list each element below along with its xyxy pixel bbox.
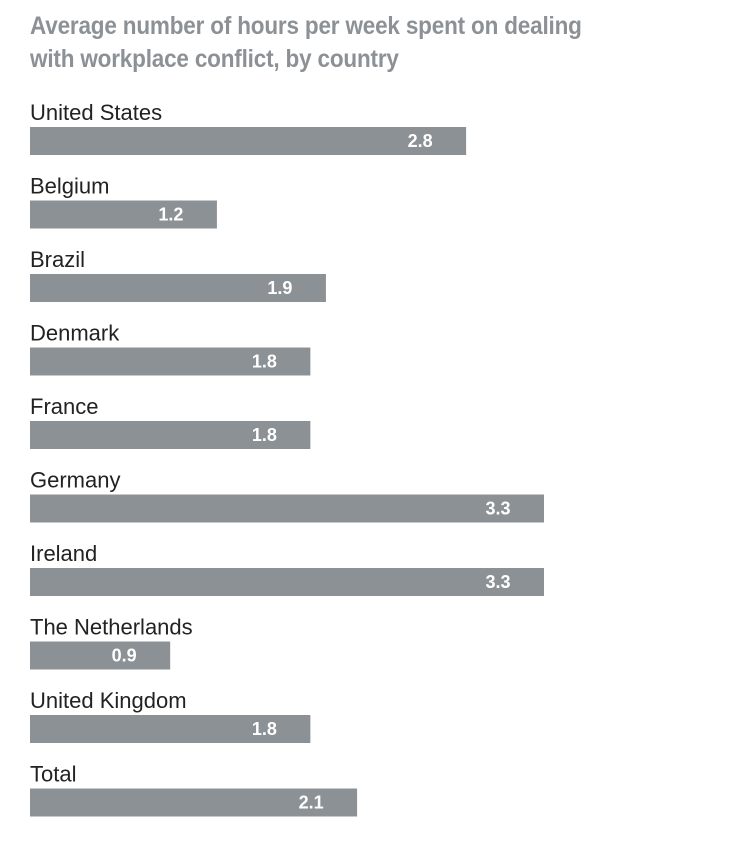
bar-value-label: 1.8 <box>252 425 277 445</box>
bar-chart-svg: United States 2.8 Belgium 1.2 Brazil 1.9 Denma… <box>30 100 544 817</box>
bar-value-label: 2.8 <box>408 131 433 151</box>
category-label: Brazil <box>30 247 85 272</box>
bar <box>30 274 326 302</box>
bar <box>30 127 467 155</box>
bar-value-label: 1.8 <box>252 352 277 372</box>
category-label: United States <box>30 100 162 125</box>
bar <box>30 494 544 523</box>
bar-value-label: 3.3 <box>485 572 510 592</box>
category-label: Denmark <box>30 321 120 346</box>
chart-title: Average number of hours per week spent o… <box>30 12 582 73</box>
chart: Average number of hours per week spent o… <box>30 10 730 830</box>
bar <box>30 788 358 817</box>
category-label: Germany <box>30 468 120 493</box>
bar-value-label: 1.2 <box>158 205 183 225</box>
bar <box>30 641 171 670</box>
category-label: The Netherlands <box>30 615 193 640</box>
category-label: Belgium <box>30 174 109 199</box>
bar-value-label: 2.1 <box>299 793 324 813</box>
bar <box>30 200 217 229</box>
category-label: United Kingdom <box>30 688 187 713</box>
bar <box>30 347 311 376</box>
bar <box>30 568 544 596</box>
bar-value-label: 1.9 <box>267 278 292 298</box>
category-label: Ireland <box>30 541 97 566</box>
bar-value-label: 0.9 <box>112 646 137 666</box>
bar-value-label: 3.3 <box>485 499 510 519</box>
bar-value-label: 1.8 <box>252 719 277 739</box>
category-label: Total <box>30 762 76 787</box>
bar <box>30 715 311 743</box>
bar <box>30 421 311 449</box>
category-label: France <box>30 394 98 419</box>
